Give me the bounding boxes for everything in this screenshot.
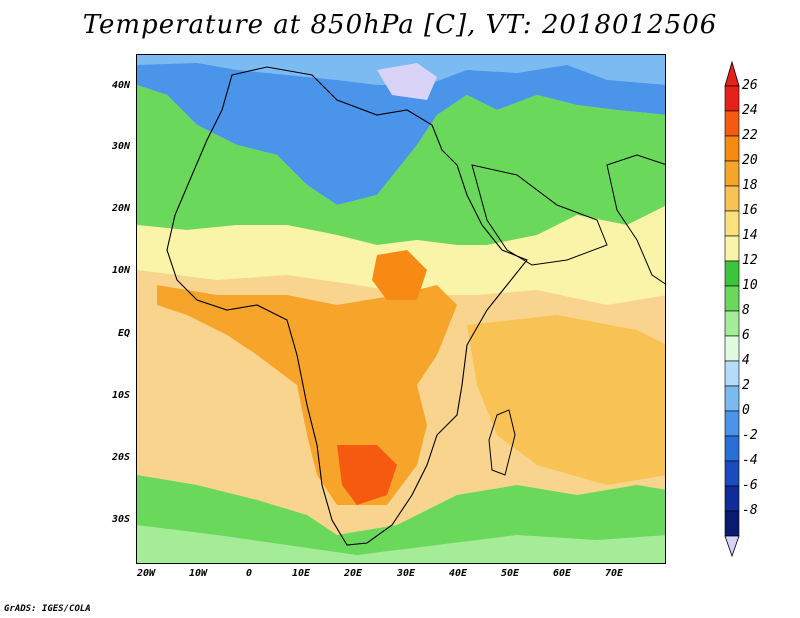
colorbar-label: -4 (742, 453, 758, 468)
colorbar-label: 20 (742, 153, 758, 168)
lat-label-40n: 40N (111, 80, 130, 91)
lon-label-0: 0 (245, 568, 253, 579)
lat-label-eq: EQ (117, 328, 130, 339)
colorbar (724, 60, 740, 558)
lon-label-20w: 20W (136, 568, 156, 579)
colorbar-cell (724, 385, 740, 412)
lat-label-30s: 30S (111, 514, 130, 525)
colorbar-cell (724, 135, 740, 162)
india-outline (606, 154, 665, 285)
colorbar-cell (724, 160, 740, 187)
colorbar-low-arrow (724, 535, 740, 558)
colorbar-label: 16 (742, 203, 758, 218)
colorbar-label: 12 (742, 253, 758, 268)
lat-label-30n: 30N (111, 141, 130, 152)
lon-label-40e: 40E (448, 568, 468, 579)
colorbar-cell (724, 85, 740, 112)
colorbar-high-arrow (724, 60, 740, 87)
colorbar-cell (724, 110, 740, 137)
colorbar-cell (724, 285, 740, 312)
colorbar-label: 10 (742, 278, 758, 293)
colorbar-label: 6 (742, 328, 750, 343)
colorbar-label: 8 (742, 303, 750, 318)
very-cold-core (377, 63, 437, 100)
colorbar-cell (724, 335, 740, 362)
lat-label-10n: 10N (111, 265, 130, 276)
colorbar-label: 24 (742, 103, 758, 118)
colorbar-label: 0 (742, 403, 750, 418)
green-band-north (137, 85, 665, 245)
colorbar-cell (724, 210, 740, 237)
lon-label-70e: 70E (604, 568, 624, 579)
lat-label-10s: 10S (111, 390, 130, 401)
colorbar-label: 2 (742, 378, 750, 393)
colorbar-label: 4 (742, 353, 750, 368)
colorbar-cell (724, 310, 740, 337)
africa-coastline (166, 66, 528, 546)
colorbar-cell (724, 260, 740, 287)
lon-label-60e: 60E (552, 568, 572, 579)
indian-ocean-warm (467, 315, 665, 485)
credit-text: GrADS: IGES/COLA (4, 604, 91, 614)
colorbar-cell (724, 360, 740, 387)
lon-label-30e: 30E (396, 568, 416, 579)
lon-label-10w: 10W (188, 568, 208, 579)
colorbar-cell (724, 410, 740, 437)
colorbar-label: 18 (742, 178, 758, 193)
map-title: Temperature at 850hPa [C], VT: 201801250… (82, 10, 718, 40)
colorbar-cell (724, 485, 740, 512)
colorbar-cells (724, 85, 740, 537)
colorbar-cell (724, 185, 740, 212)
hot-core-south (337, 445, 397, 505)
cold-region-north (137, 55, 665, 205)
colorbar-label: 14 (742, 228, 758, 243)
colorbar-label: 26 (742, 78, 758, 93)
lon-label-50e: 50E (500, 568, 520, 579)
colorbar-cell (724, 510, 740, 537)
arabian-peninsula-outline (471, 164, 608, 266)
lat-label-20s: 20S (111, 452, 130, 463)
colorbar-label: 22 (742, 128, 758, 143)
temperature-map (136, 54, 666, 564)
colorbar-label: -2 (742, 428, 758, 443)
light-green-south (137, 525, 665, 563)
hot-core-east (372, 250, 427, 300)
madagascar-outline (488, 409, 516, 476)
colorbar-cell (724, 235, 740, 262)
colorbar-label: -8 (742, 503, 758, 518)
lon-label-10e: 10E (291, 568, 311, 579)
map-canvas (137, 55, 665, 563)
colorbar-cell (724, 460, 740, 487)
lat-label-20n: 20N (111, 203, 130, 214)
lon-label-20e: 20E (343, 568, 363, 579)
colorbar-cell (724, 435, 740, 462)
colorbar-label: -6 (742, 478, 758, 493)
